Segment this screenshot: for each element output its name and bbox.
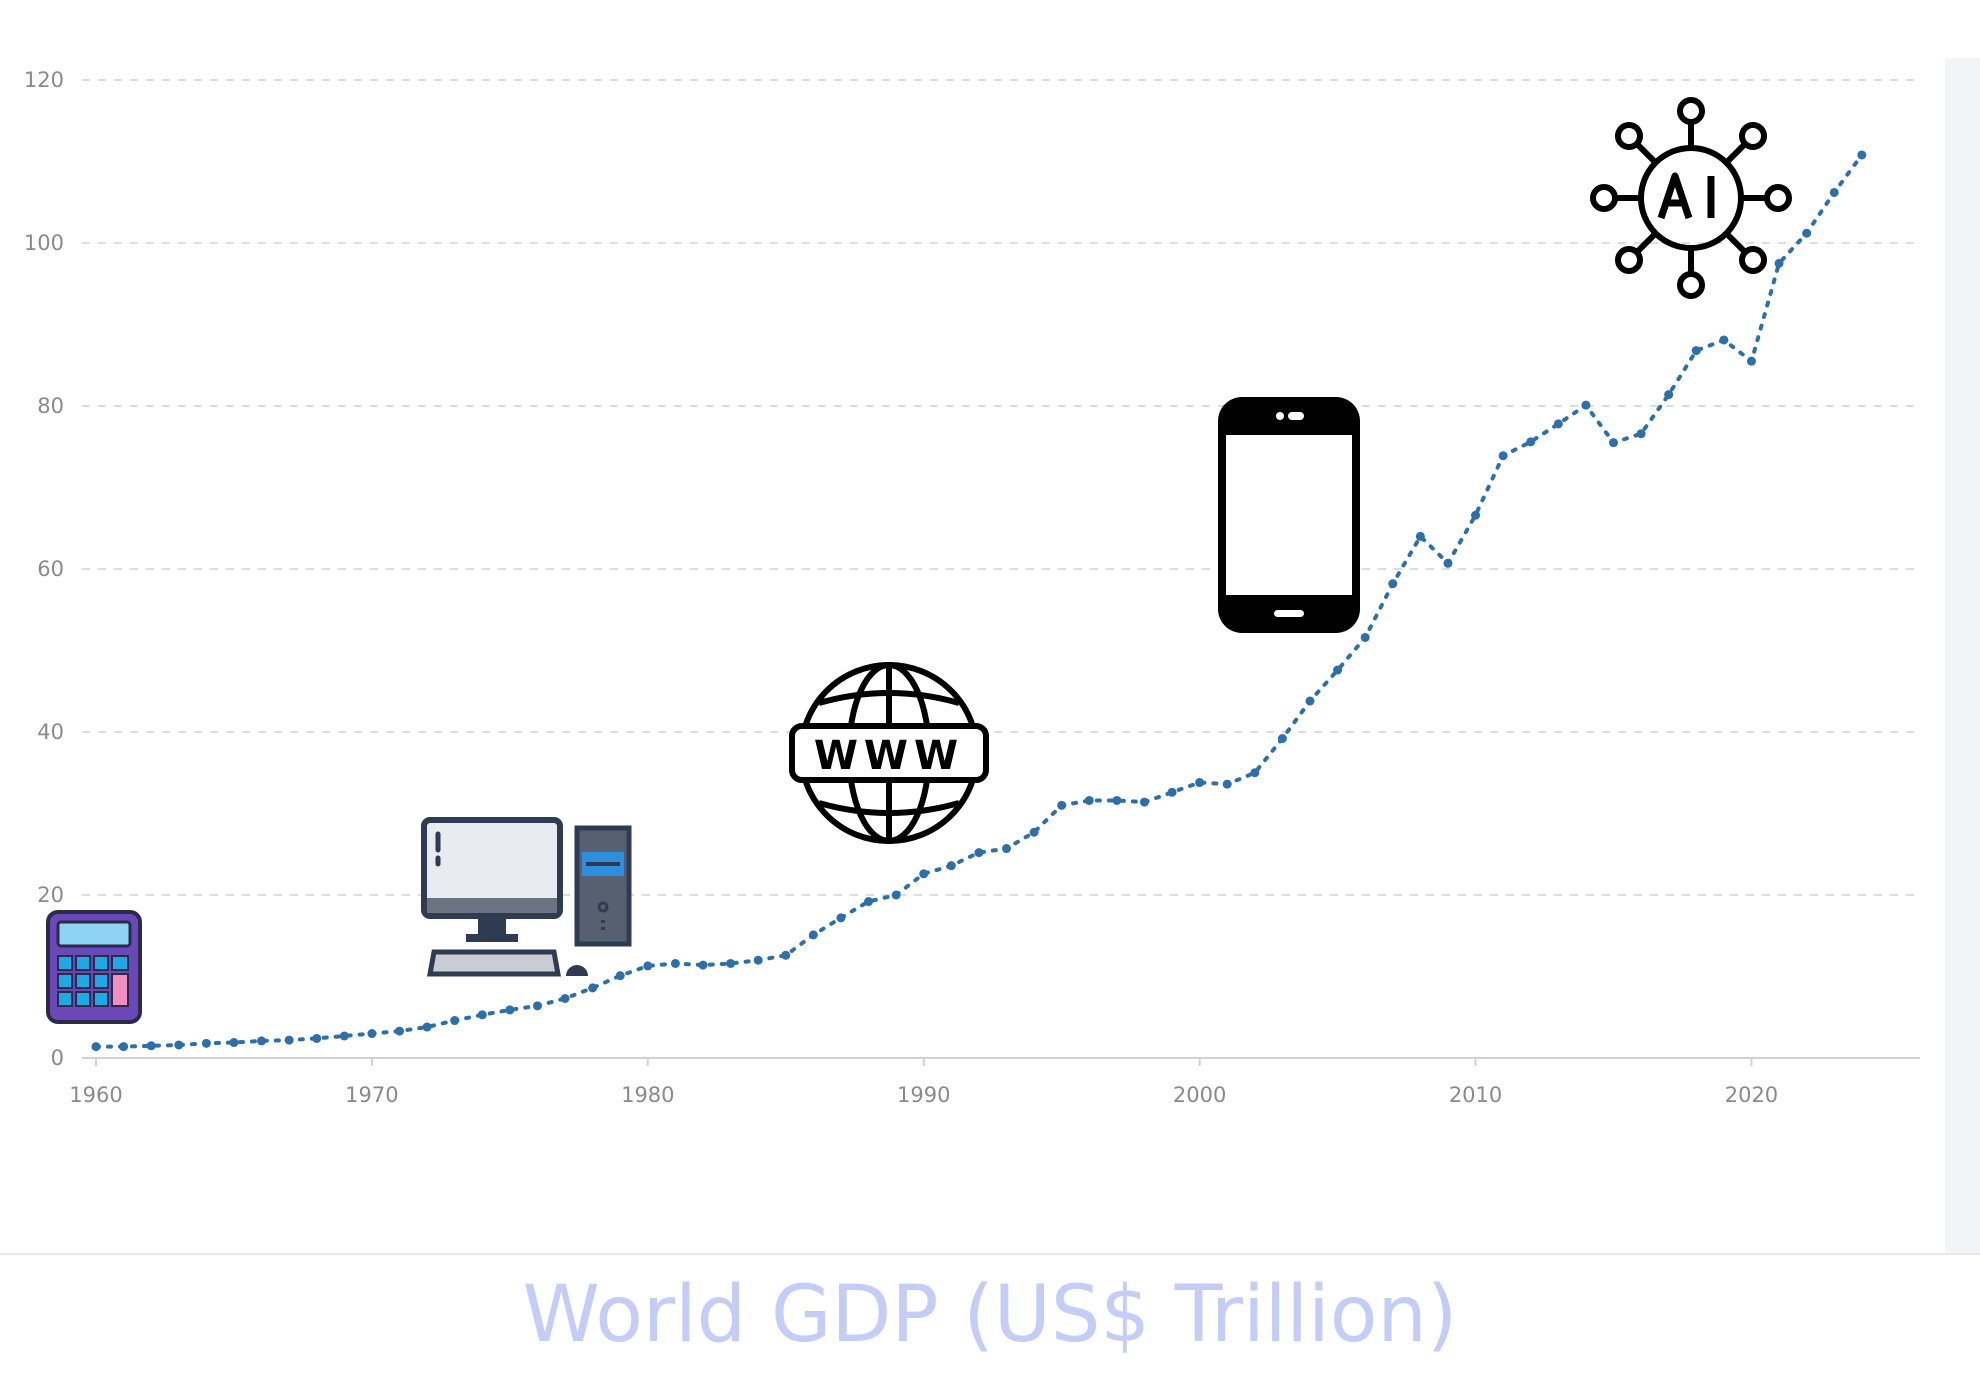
data-point: [505, 1005, 515, 1015]
data-point: [1664, 390, 1674, 400]
data-point: [864, 897, 874, 907]
data-point: [450, 1016, 460, 1026]
data-point: [1388, 579, 1398, 589]
data-point: [229, 1038, 239, 1048]
data-point: [836, 913, 846, 923]
data-point: [1112, 795, 1122, 805]
data-point: [1581, 400, 1591, 410]
x-tick-labels: 1960 1970 1980 1990 2000 2010 2020: [69, 1058, 1778, 1107]
chart-title: World GDP (US$ Trillion): [522, 1270, 1458, 1360]
side-panel: [1945, 58, 1980, 1253]
data-point: [808, 930, 818, 940]
data-point: [1250, 768, 1260, 778]
series-points: [91, 150, 1867, 1052]
y-tick-label: 80: [37, 394, 64, 418]
data-point: [1415, 531, 1425, 541]
x-tick-label: 1960: [69, 1083, 122, 1107]
smartphone-icon: [1218, 397, 1360, 633]
data-point: [395, 1026, 404, 1036]
calculator-icon: [46, 910, 142, 1024]
data-point: [1305, 696, 1315, 706]
data-point: [726, 958, 736, 968]
data-point: [1167, 787, 1177, 797]
data-point: [1333, 665, 1343, 675]
data-point: [946, 861, 956, 871]
y-tick-labels: 0 20 40 60 80 100 120: [24, 68, 64, 1070]
y-tick-label: 40: [37, 720, 64, 744]
data-point: [781, 950, 791, 960]
data-point: [174, 1040, 184, 1050]
grid-lines: [82, 79, 1920, 1059]
data-point: [615, 971, 625, 981]
divider: [0, 1253, 1980, 1255]
data-point: [1857, 150, 1867, 160]
data-point: [257, 1036, 267, 1046]
y-tick-label: 120: [24, 68, 64, 92]
x-tick-label: 2020: [1725, 1083, 1778, 1107]
data-point: [1443, 558, 1453, 568]
data-point: [1084, 795, 1094, 805]
data-point: [919, 869, 929, 879]
data-point: [1222, 779, 1232, 789]
data-point: [588, 983, 598, 993]
data-point: [1195, 778, 1205, 788]
data-point: [753, 955, 763, 965]
desktop-computer-icon: [421, 817, 632, 977]
x-tick-label: 1970: [345, 1083, 398, 1107]
series-line-world-gdp: [94, 153, 1864, 1049]
data-point: [1498, 451, 1508, 461]
data-point: [1691, 346, 1701, 356]
data-point: [1774, 258, 1784, 268]
y-tick-label: 0: [51, 1046, 64, 1070]
x-tick-label: 2010: [1449, 1083, 1502, 1107]
data-point: [1277, 734, 1287, 744]
data-point: [339, 1031, 349, 1041]
data-point: [477, 1010, 487, 1020]
data-point: [1553, 419, 1563, 429]
data-point: [670, 958, 680, 968]
data-point: [284, 1035, 294, 1045]
data-point: [1471, 510, 1481, 520]
data-point: [532, 1001, 542, 1011]
svg-text:WWW: WWW: [814, 733, 964, 779]
data-point: [560, 994, 570, 1004]
data-point: [91, 1042, 101, 1052]
data-point: [1002, 844, 1011, 854]
data-point: [1719, 335, 1729, 345]
y-tick-label: 20: [37, 883, 64, 907]
data-point: [643, 961, 653, 971]
data-point: [1829, 187, 1839, 197]
data-point: [312, 1033, 322, 1043]
data-point: [119, 1042, 129, 1052]
data-point: [1609, 438, 1618, 448]
y-tick-label: 60: [37, 557, 64, 581]
data-point: [891, 890, 901, 900]
data-point: [201, 1038, 211, 1048]
data-point: [367, 1029, 377, 1039]
x-tick-label: 2000: [1173, 1083, 1226, 1107]
ai-network-icon: [1590, 97, 1792, 299]
data-point: [1636, 429, 1646, 439]
x-tick-label: 1980: [621, 1083, 674, 1107]
www-globe-icon: WWW: [789, 662, 989, 844]
y-tick-label: 100: [24, 231, 64, 255]
data-point: [1746, 356, 1756, 366]
data-point: [1526, 437, 1536, 447]
x-tick-label: 1990: [897, 1083, 950, 1107]
data-point: [1802, 228, 1812, 238]
data-point: [1360, 632, 1370, 642]
data-point: [698, 960, 708, 970]
data-point: [146, 1041, 156, 1051]
data-point: [974, 848, 984, 858]
data-point: [1139, 797, 1149, 807]
data-point: [1029, 827, 1039, 837]
data-point: [1057, 800, 1067, 810]
data-point: [422, 1022, 432, 1032]
